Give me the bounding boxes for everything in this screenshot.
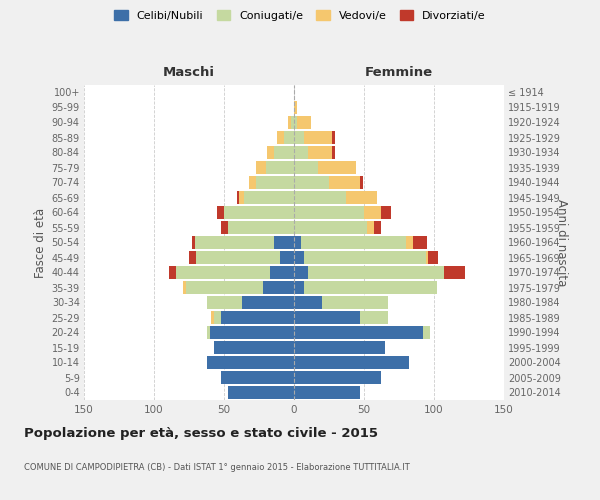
Bar	[291, 116, 294, 129]
Bar	[196, 251, 280, 264]
Bar	[256, 161, 266, 174]
Bar	[423, 326, 430, 339]
Bar	[360, 176, 362, 189]
Bar	[280, 251, 294, 264]
Text: Femmine: Femmine	[365, 66, 433, 79]
Bar	[301, 236, 406, 249]
Bar	[294, 131, 304, 144]
Bar	[207, 296, 242, 309]
Bar	[244, 191, 294, 204]
Bar	[294, 296, 322, 309]
Y-axis label: Anni di nascita: Anni di nascita	[555, 199, 568, 286]
Bar	[294, 191, 346, 204]
Bar	[194, 236, 274, 249]
Bar	[294, 326, 423, 339]
Bar	[308, 266, 444, 279]
Bar	[304, 251, 425, 264]
Bar	[294, 236, 301, 249]
Bar	[294, 371, 381, 384]
Bar	[308, 146, 332, 159]
Bar	[221, 371, 294, 384]
Bar	[214, 311, 221, 324]
Text: Popolazione per età, sesso e stato civile - 2015: Popolazione per età, sesso e stato civil…	[24, 428, 378, 440]
Bar	[236, 191, 239, 204]
Bar	[294, 161, 318, 174]
Bar	[268, 146, 274, 159]
Bar	[294, 386, 360, 399]
Bar	[207, 326, 210, 339]
Bar	[274, 236, 294, 249]
Text: COMUNE DI CAMPODIPIETRA (CB) - Dati ISTAT 1° gennaio 2015 - Elaborazione TUTTITA: COMUNE DI CAMPODIPIETRA (CB) - Dati ISTA…	[24, 462, 410, 471]
Bar	[221, 311, 294, 324]
Legend: Celibi/Nubili, Coniugati/e, Vedovi/e, Divorziati/e: Celibi/Nubili, Coniugati/e, Vedovi/e, Di…	[110, 6, 490, 25]
Bar	[413, 236, 427, 249]
Bar	[277, 131, 284, 144]
Bar	[228, 386, 294, 399]
Text: Maschi: Maschi	[163, 66, 215, 79]
Bar	[214, 341, 294, 354]
Bar	[217, 206, 224, 219]
Bar	[274, 146, 294, 159]
Bar	[186, 281, 263, 294]
Bar	[367, 221, 374, 234]
Bar	[294, 266, 308, 279]
Bar	[332, 146, 335, 159]
Bar	[192, 236, 194, 249]
Bar	[322, 296, 388, 309]
Bar	[406, 236, 413, 249]
Bar	[221, 221, 228, 234]
Bar	[266, 161, 294, 174]
Bar	[184, 281, 186, 294]
Bar	[270, 266, 294, 279]
Bar	[294, 251, 304, 264]
Bar	[211, 311, 214, 324]
Bar	[428, 251, 438, 264]
Bar	[318, 161, 356, 174]
Bar	[294, 206, 364, 219]
Bar	[304, 131, 332, 144]
Bar	[224, 206, 294, 219]
Bar	[381, 206, 391, 219]
Bar	[228, 221, 294, 234]
Bar	[360, 311, 388, 324]
Bar	[210, 326, 294, 339]
Bar	[263, 281, 294, 294]
Bar	[294, 116, 297, 129]
Bar	[294, 221, 367, 234]
Bar	[207, 356, 294, 369]
Bar	[329, 176, 360, 189]
Bar	[242, 296, 294, 309]
Bar	[249, 176, 256, 189]
Bar	[169, 266, 176, 279]
Bar	[294, 341, 385, 354]
Bar	[297, 116, 311, 129]
Bar	[332, 131, 335, 144]
Bar	[374, 221, 381, 234]
Bar	[294, 311, 360, 324]
Bar	[189, 251, 196, 264]
Bar	[364, 206, 381, 219]
Bar	[176, 266, 270, 279]
Bar	[256, 176, 294, 189]
Bar	[294, 101, 297, 114]
Bar	[346, 191, 377, 204]
Y-axis label: Fasce di età: Fasce di età	[34, 208, 47, 278]
Bar	[289, 116, 291, 129]
Bar	[294, 281, 304, 294]
Bar	[239, 191, 244, 204]
Bar	[294, 146, 308, 159]
Bar	[425, 251, 428, 264]
Bar	[294, 356, 409, 369]
Bar	[284, 131, 294, 144]
Bar	[304, 281, 437, 294]
Bar	[444, 266, 465, 279]
Bar	[294, 176, 329, 189]
